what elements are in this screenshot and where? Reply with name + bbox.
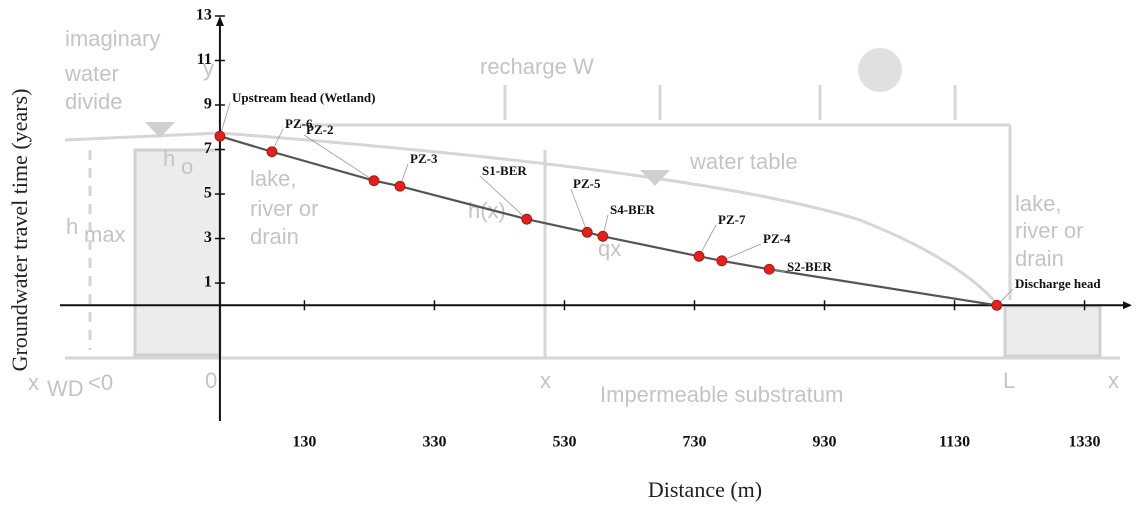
leader-line xyxy=(219,102,231,137)
y-tick-label: 3 xyxy=(204,229,212,246)
point-label: S4-BER xyxy=(610,202,655,217)
trend-line xyxy=(219,135,997,307)
leader-line xyxy=(721,243,762,262)
x-tick-label: 130 xyxy=(292,434,316,451)
data-point xyxy=(394,180,406,192)
y-tick-label: 5 xyxy=(204,185,212,202)
diagram-label: WD xyxy=(47,376,84,401)
water-table xyxy=(219,131,1000,306)
water-level-marker xyxy=(145,122,175,138)
data-point xyxy=(214,130,226,142)
y-tick-label: 13 xyxy=(196,7,212,24)
diagram-label: recharge W xyxy=(480,54,594,79)
data-point xyxy=(763,263,775,275)
diagram-label: river or xyxy=(1015,218,1083,243)
x-tick-label: 1330 xyxy=(1069,434,1101,451)
lake-right xyxy=(1003,304,1102,358)
diagram-label: h xyxy=(163,146,175,171)
point-label: PZ-5 xyxy=(573,176,601,191)
leader-line xyxy=(698,224,717,257)
point-label: S1-BER xyxy=(482,163,527,178)
water-level-marker xyxy=(640,170,670,186)
data-point xyxy=(716,255,728,267)
diagram-label: x xyxy=(28,370,39,395)
point-label: Discharge head xyxy=(1015,276,1101,291)
data-point xyxy=(581,226,593,238)
point-label: S2-BER xyxy=(787,259,832,274)
diagram-label: o xyxy=(181,154,193,179)
point-label: PZ-2 xyxy=(306,122,333,137)
diagram-label: L xyxy=(1003,368,1015,393)
diagram-label: lake, xyxy=(250,166,296,191)
diagram-label: drain xyxy=(1015,246,1064,271)
diagram-label: h(x) xyxy=(468,198,506,223)
x-tick-label: 530 xyxy=(552,434,576,451)
data-point xyxy=(521,213,533,225)
x-tick-label: 930 xyxy=(813,434,837,451)
data-point xyxy=(597,230,609,242)
y-tick-label: 7 xyxy=(204,140,212,157)
point-label: Upstream head (Wetland) xyxy=(232,90,375,105)
y-axis-arrow xyxy=(215,16,224,26)
leader-line xyxy=(570,188,588,233)
ground-left xyxy=(64,131,221,142)
diagram-label: drain xyxy=(250,224,299,249)
x-tick-label: 1130 xyxy=(939,434,970,451)
diagram-label: river or xyxy=(250,196,318,221)
diagram-label: x xyxy=(540,368,551,393)
data-point xyxy=(368,175,380,187)
point-label: PZ-3 xyxy=(410,151,438,166)
tree xyxy=(858,48,902,92)
diagram-label: lake, xyxy=(1015,191,1061,216)
point-label: PZ-6 xyxy=(285,116,313,131)
y-tick-label: 1 xyxy=(204,274,212,291)
y-axis-title: Groundwater travel time (years) xyxy=(7,89,32,372)
diagram-label: qx xyxy=(598,236,621,261)
diagram-label: h xyxy=(66,214,78,239)
diagram-label: y xyxy=(203,56,214,81)
x-axis-title: Distance (m) xyxy=(648,477,762,502)
point-label: PZ-7 xyxy=(718,212,746,227)
diagram-label: 0 xyxy=(205,368,217,393)
diagram-label: water xyxy=(64,61,119,86)
background-diagram xyxy=(64,48,1120,360)
x-tick-label: 730 xyxy=(682,434,706,451)
leader-line xyxy=(303,134,375,182)
diagram-label: divide xyxy=(65,89,122,114)
x-tick-label: 330 xyxy=(422,434,446,451)
lake-left xyxy=(133,148,222,357)
diagram-label: water table xyxy=(689,149,798,174)
x-axis-arrow xyxy=(1123,301,1132,310)
y-tick-label: 11 xyxy=(197,51,212,68)
diagram-label: x xyxy=(1108,368,1119,393)
data-point xyxy=(266,146,278,158)
leader-line xyxy=(479,175,528,220)
data-point xyxy=(991,299,1003,311)
diagram-label: imaginary xyxy=(65,26,160,51)
diagram-label: Impermeable substratum xyxy=(600,382,843,407)
y-tick-label: 9 xyxy=(204,96,212,113)
data-point xyxy=(693,250,705,262)
diagram-label: max xyxy=(84,222,126,247)
diagram-label: <0 xyxy=(88,370,113,395)
point-label: PZ-4 xyxy=(763,231,791,246)
